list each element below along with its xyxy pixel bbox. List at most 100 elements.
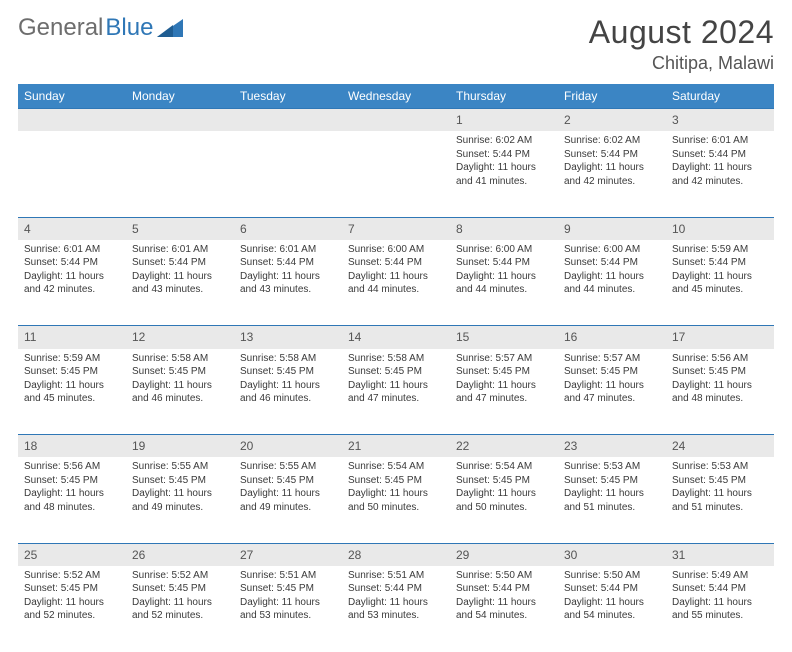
daylight-text: Daylight: 11 hours and 41 minutes.: [456, 161, 552, 188]
sunrise-text: Sunrise: 6:01 AM: [132, 243, 228, 257]
sunrise-text: Sunrise: 5:59 AM: [672, 243, 768, 257]
sunrise-text: Sunrise: 5:56 AM: [672, 352, 768, 366]
day-number-cell: 19: [126, 435, 234, 458]
day-content-cell: [342, 131, 450, 217]
day-content-cell: [126, 131, 234, 217]
day-content-cell: Sunrise: 5:59 AMSunset: 5:44 PMDaylight:…: [666, 240, 774, 326]
sunset-text: Sunset: 5:45 PM: [240, 365, 336, 379]
day-content-cell: Sunrise: 5:55 AMSunset: 5:45 PMDaylight:…: [126, 457, 234, 543]
day-content-cell: Sunrise: 5:59 AMSunset: 5:45 PMDaylight:…: [18, 349, 126, 435]
sunrise-text: Sunrise: 5:50 AM: [564, 569, 660, 583]
logo-text-1: General: [18, 14, 103, 42]
daylight-text: Daylight: 11 hours and 54 minutes.: [456, 596, 552, 623]
sunset-text: Sunset: 5:45 PM: [132, 365, 228, 379]
sunrise-text: Sunrise: 6:01 AM: [24, 243, 120, 257]
day-content-cell: Sunrise: 6:01 AMSunset: 5:44 PMDaylight:…: [126, 240, 234, 326]
sunrise-text: Sunrise: 5:53 AM: [564, 460, 660, 474]
sunset-text: Sunset: 5:45 PM: [132, 474, 228, 488]
day-number-cell: 1: [450, 109, 558, 132]
sunset-text: Sunset: 5:45 PM: [240, 474, 336, 488]
sunrise-text: Sunrise: 5:52 AM: [24, 569, 120, 583]
day-content-cell: Sunrise: 6:01 AMSunset: 5:44 PMDaylight:…: [18, 240, 126, 326]
day-content-row: Sunrise: 6:02 AMSunset: 5:44 PMDaylight:…: [18, 131, 774, 217]
sunrise-text: Sunrise: 5:55 AM: [132, 460, 228, 474]
sunrise-text: Sunrise: 5:57 AM: [456, 352, 552, 366]
sunset-text: Sunset: 5:44 PM: [24, 256, 120, 270]
sunrise-text: Sunrise: 6:00 AM: [564, 243, 660, 257]
day-content-cell: Sunrise: 5:57 AMSunset: 5:45 PMDaylight:…: [450, 349, 558, 435]
day-number-cell: 11: [18, 326, 126, 349]
sunset-text: Sunset: 5:44 PM: [456, 582, 552, 596]
day-content-cell: Sunrise: 5:51 AMSunset: 5:44 PMDaylight:…: [342, 566, 450, 652]
weekday-header: Tuesday: [234, 84, 342, 109]
day-content-cell: Sunrise: 6:00 AMSunset: 5:44 PMDaylight:…: [558, 240, 666, 326]
day-content-cell: Sunrise: 6:01 AMSunset: 5:44 PMDaylight:…: [234, 240, 342, 326]
logo-text-2: Blue: [105, 14, 153, 42]
day-number-cell: 31: [666, 543, 774, 566]
sunrise-text: Sunrise: 5:55 AM: [240, 460, 336, 474]
day-content-cell: Sunrise: 6:02 AMSunset: 5:44 PMDaylight:…: [558, 131, 666, 217]
day-number-cell: 17: [666, 326, 774, 349]
daylight-text: Daylight: 11 hours and 46 minutes.: [240, 379, 336, 406]
sunrise-text: Sunrise: 5:53 AM: [672, 460, 768, 474]
day-number-cell: 18: [18, 435, 126, 458]
day-content-cell: [18, 131, 126, 217]
sunset-text: Sunset: 5:44 PM: [672, 582, 768, 596]
sunrise-text: Sunrise: 6:01 AM: [672, 134, 768, 148]
sunset-text: Sunset: 5:44 PM: [240, 256, 336, 270]
sunset-text: Sunset: 5:45 PM: [240, 582, 336, 596]
day-content-cell: Sunrise: 5:58 AMSunset: 5:45 PMDaylight:…: [126, 349, 234, 435]
day-number-row: 45678910: [18, 217, 774, 240]
day-content-cell: Sunrise: 5:52 AMSunset: 5:45 PMDaylight:…: [18, 566, 126, 652]
sunset-text: Sunset: 5:44 PM: [348, 582, 444, 596]
daylight-text: Daylight: 11 hours and 44 minutes.: [348, 270, 444, 297]
sunset-text: Sunset: 5:44 PM: [456, 256, 552, 270]
day-content-cell: Sunrise: 5:54 AMSunset: 5:45 PMDaylight:…: [450, 457, 558, 543]
logo-triangle-icon: [157, 19, 183, 37]
day-number-cell: 24: [666, 435, 774, 458]
day-content-row: Sunrise: 6:01 AMSunset: 5:44 PMDaylight:…: [18, 240, 774, 326]
day-content-cell: Sunrise: 6:01 AMSunset: 5:44 PMDaylight:…: [666, 131, 774, 217]
day-number-row: 11121314151617: [18, 326, 774, 349]
day-number-cell: [342, 109, 450, 132]
day-number-cell: [18, 109, 126, 132]
daylight-text: Daylight: 11 hours and 48 minutes.: [672, 379, 768, 406]
daylight-text: Daylight: 11 hours and 50 minutes.: [456, 487, 552, 514]
sunset-text: Sunset: 5:45 PM: [132, 582, 228, 596]
daylight-text: Daylight: 11 hours and 52 minutes.: [24, 596, 120, 623]
day-content-cell: Sunrise: 6:00 AMSunset: 5:44 PMDaylight:…: [450, 240, 558, 326]
day-number-cell: 9: [558, 217, 666, 240]
day-content-cell: Sunrise: 5:51 AMSunset: 5:45 PMDaylight:…: [234, 566, 342, 652]
weekday-header: Monday: [126, 84, 234, 109]
daylight-text: Daylight: 11 hours and 46 minutes.: [132, 379, 228, 406]
sunrise-text: Sunrise: 5:56 AM: [24, 460, 120, 474]
sunset-text: Sunset: 5:45 PM: [24, 365, 120, 379]
daylight-text: Daylight: 11 hours and 52 minutes.: [132, 596, 228, 623]
sunrise-text: Sunrise: 5:50 AM: [456, 569, 552, 583]
day-content-cell: Sunrise: 6:02 AMSunset: 5:44 PMDaylight:…: [450, 131, 558, 217]
sunrise-text: Sunrise: 6:01 AM: [240, 243, 336, 257]
daylight-text: Daylight: 11 hours and 44 minutes.: [564, 270, 660, 297]
sunset-text: Sunset: 5:45 PM: [456, 474, 552, 488]
sunset-text: Sunset: 5:45 PM: [348, 365, 444, 379]
daylight-text: Daylight: 11 hours and 47 minutes.: [456, 379, 552, 406]
day-content-cell: Sunrise: 5:53 AMSunset: 5:45 PMDaylight:…: [558, 457, 666, 543]
sunset-text: Sunset: 5:45 PM: [24, 582, 120, 596]
logo: GeneralBlue: [18, 14, 183, 42]
daylight-text: Daylight: 11 hours and 43 minutes.: [132, 270, 228, 297]
day-number-cell: 29: [450, 543, 558, 566]
calendar-body: 123Sunrise: 6:02 AMSunset: 5:44 PMDaylig…: [18, 109, 774, 652]
page-title: August 2024: [589, 14, 774, 51]
sunrise-text: Sunrise: 5:59 AM: [24, 352, 120, 366]
daylight-text: Daylight: 11 hours and 42 minutes.: [564, 161, 660, 188]
day-number-cell: [234, 109, 342, 132]
day-number-cell: 2: [558, 109, 666, 132]
daylight-text: Daylight: 11 hours and 43 minutes.: [240, 270, 336, 297]
daylight-text: Daylight: 11 hours and 53 minutes.: [240, 596, 336, 623]
sunset-text: Sunset: 5:44 PM: [672, 256, 768, 270]
page-header: GeneralBlue August 2024 Chitipa, Malawi: [18, 14, 774, 74]
day-content-cell: Sunrise: 5:58 AMSunset: 5:45 PMDaylight:…: [342, 349, 450, 435]
sunrise-text: Sunrise: 5:58 AM: [240, 352, 336, 366]
sunrise-text: Sunrise: 6:00 AM: [348, 243, 444, 257]
day-content-cell: Sunrise: 5:54 AMSunset: 5:45 PMDaylight:…: [342, 457, 450, 543]
